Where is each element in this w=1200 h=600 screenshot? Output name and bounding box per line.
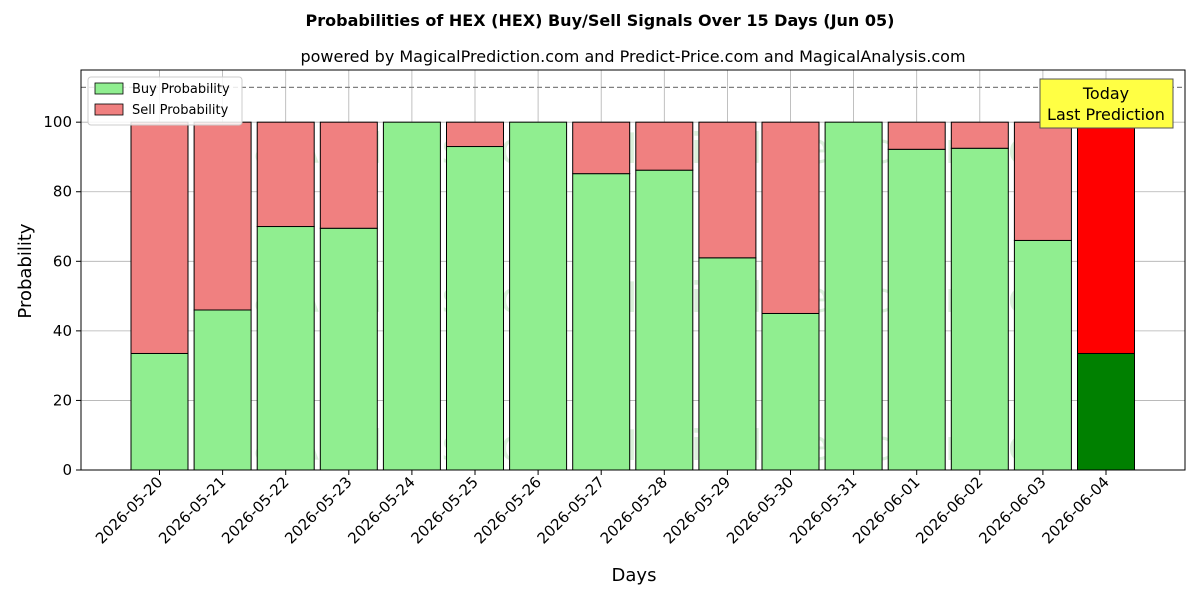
x-tick-label: 2026-05-31: [786, 473, 860, 547]
x-tick-label: 2026-05-21: [155, 473, 229, 547]
sell-bar: [698, 121, 757, 259]
x-axis-ticks: 2026-05-202026-05-212026-05-222026-05-23…: [92, 470, 1113, 547]
plot-frame: [80, 69, 1186, 471]
chart-subtitle: powered by MagicalPrediction.com and Pre…: [300, 47, 965, 66]
x-axis-label: Days: [612, 565, 657, 586]
legend-buy-swatch: [94, 82, 124, 95]
legend-box: [87, 76, 243, 126]
buy-bar: [887, 148, 946, 471]
y-tick-label: 60: [53, 252, 72, 270]
x-tick-label: 2026-06-02: [912, 473, 986, 547]
y-tick-label: 80: [53, 183, 72, 201]
sell-bar: [193, 121, 252, 311]
x-tick-label: 2026-05-20: [92, 473, 166, 547]
sell-bar: [950, 121, 1009, 149]
sell-bar: [130, 121, 189, 354]
y-tick-label: 0: [62, 461, 72, 479]
chart-title: Probabilities of HEX (HEX) Buy/Sell Sign…: [306, 11, 895, 30]
sell-bar: [1013, 121, 1072, 241]
x-tick-label: 2026-06-01: [849, 473, 923, 547]
legend: Buy Probability Sell Probability: [87, 76, 243, 126]
buy-bar: [256, 226, 315, 471]
x-tick-label: 2026-05-24: [344, 473, 418, 547]
y-tick-label: 40: [53, 322, 72, 340]
buy-bar: [950, 147, 1009, 471]
legend-sell-swatch: [94, 103, 124, 116]
buy-bar: [446, 146, 504, 471]
x-tick-label: 2026-05-23: [281, 473, 355, 547]
buy-bar: [761, 312, 820, 471]
y-tick-label: 20: [53, 391, 72, 409]
y-axis-ticks: 0 20 40 60 80 100: [43, 113, 81, 479]
x-tick-label: 2026-05-29: [660, 473, 734, 547]
buy-bar: [509, 121, 568, 471]
today-annotation-line1: Today: [1082, 84, 1129, 103]
x-tick-label: 2026-05-28: [597, 473, 671, 547]
x-tick-label: 2026-05-22: [218, 473, 292, 547]
x-tick-label: 2026-06-03: [975, 473, 1049, 547]
y-tick-label: 100: [43, 113, 72, 131]
x-tick-label: 2026-05-30: [723, 473, 797, 547]
legend-sell-label: Sell Probability: [132, 103, 229, 118]
y-axis-label: Probability: [15, 223, 36, 318]
buy-bar: [382, 121, 441, 471]
today-annotation: Today Last Prediction: [1039, 78, 1174, 129]
x-tick-label: 2026-06-04: [1038, 473, 1112, 547]
buy-bar: [698, 257, 757, 471]
buy-bar: [1077, 352, 1135, 471]
buy-bar: [193, 309, 252, 471]
buy-bar: [319, 227, 378, 471]
sell-bar: [1077, 121, 1135, 354]
buy-bar: [130, 352, 189, 471]
sell-bar: [761, 121, 820, 314]
buy-bar: [572, 173, 631, 471]
sell-bar: [319, 121, 378, 229]
buy-bar: [635, 169, 694, 471]
buy-bar: [1013, 239, 1072, 471]
legend-buy-label: Buy Probability: [132, 82, 230, 97]
today-annotation-box: [1039, 78, 1174, 129]
today-annotation-line2: Last Prediction: [1047, 105, 1165, 124]
sell-bar: [256, 121, 315, 228]
sell-bar: [635, 121, 694, 171]
x-tick-label: 2026-05-25: [407, 473, 481, 547]
x-tick-label: 2026-05-26: [471, 473, 545, 547]
x-tick-label: 2026-05-27: [534, 473, 608, 547]
bars: [130, 121, 1135, 471]
buy-bar: [824, 121, 883, 471]
sell-bar: [572, 121, 631, 175]
sell-bar: [446, 121, 504, 148]
sell-bar: [887, 121, 946, 150]
